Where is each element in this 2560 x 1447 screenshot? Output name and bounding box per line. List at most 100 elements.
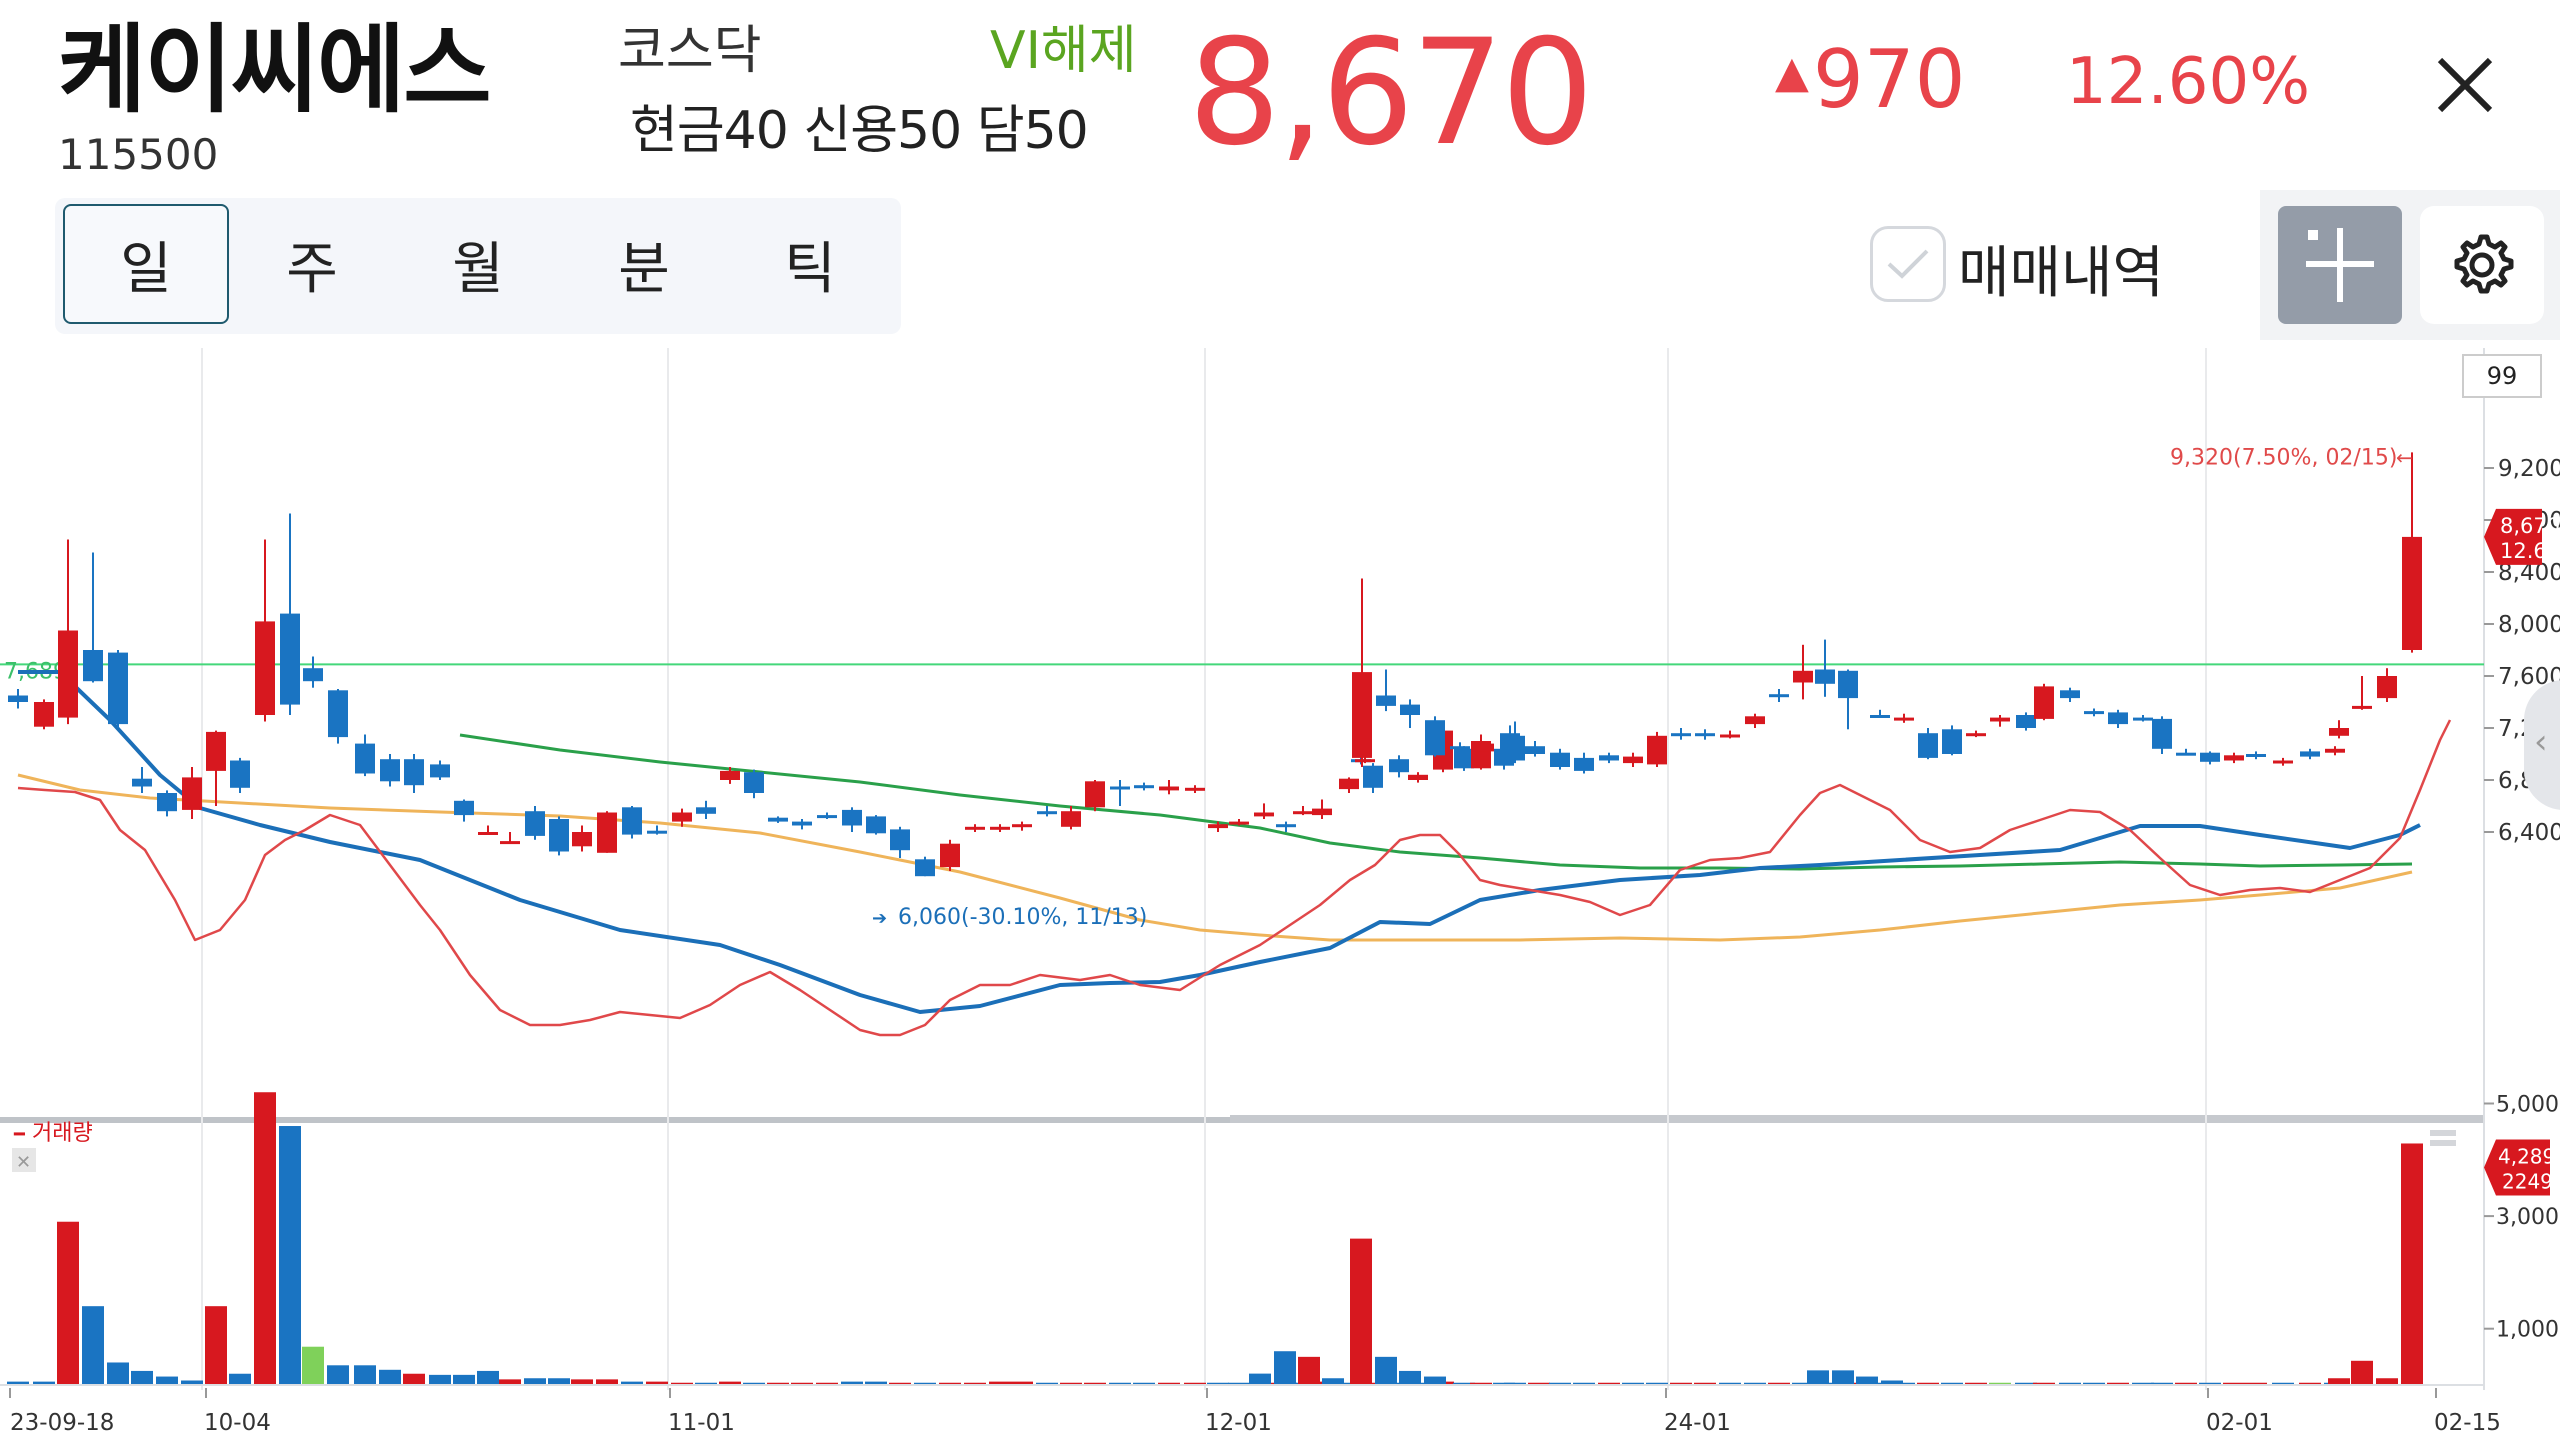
volume-bar [719, 1381, 741, 1385]
volume-bar [646, 1381, 668, 1385]
candle-body [1110, 786, 1130, 790]
indicator-count-box[interactable]: 99 [2462, 354, 2542, 398]
candle-body [1769, 694, 1789, 698]
candle-body [1293, 811, 1313, 815]
volume-bar [1622, 1382, 1644, 1385]
volume-bar [1228, 1382, 1250, 1385]
candle-body [597, 812, 617, 853]
volume-bar [302, 1346, 324, 1385]
candle-body [206, 731, 226, 771]
candle-body [1550, 752, 1570, 767]
gear-icon [2454, 234, 2514, 294]
volume-bar [82, 1306, 104, 1385]
volume-bar [453, 1374, 475, 1385]
volume-bar [354, 1365, 376, 1385]
candle-body [182, 777, 202, 810]
volume-bar [791, 1382, 813, 1385]
candle-body [696, 807, 716, 814]
volume-bar [2351, 1360, 2373, 1385]
volume-legend-swatch: ━ [13, 1124, 26, 1145]
volume-bar [327, 1365, 349, 1385]
volume-bar [1060, 1382, 1082, 1385]
candle-body [2034, 686, 2054, 719]
candle-body [1647, 735, 1667, 765]
trade-history-label[interactable]: 매매내역 [1958, 241, 2165, 306]
candle-body [430, 764, 450, 778]
candle-body [2060, 690, 2080, 699]
check-icon [1887, 249, 1929, 279]
candle-body [1745, 716, 1765, 725]
volume-bar [2083, 1382, 2105, 1385]
candle-body [1870, 715, 1890, 718]
volume-bar [743, 1382, 765, 1385]
candle-body [1474, 743, 1494, 752]
candle-body [1894, 717, 1914, 721]
volume-close-icon: ✕ [16, 1152, 31, 1173]
candle-body [1990, 717, 2010, 722]
candle-body [1085, 781, 1105, 808]
high-arrow-icon: ← [2396, 445, 2413, 469]
tab-week[interactable]: 주 [286, 236, 338, 302]
candle-body [230, 760, 250, 788]
scrollbar-thumb [1230, 1115, 2484, 1123]
tab-tick[interactable]: 틱 [784, 236, 836, 302]
close-button[interactable] [2420, 40, 2510, 130]
x-tick-label: 02-15 [2434, 1410, 2501, 1436]
candle-body [1623, 756, 1643, 764]
volume-current-tag-rate: 2249.73% [2502, 1169, 2560, 1193]
volume-bar [1573, 1382, 1595, 1385]
volume-bar [2175, 1382, 2197, 1385]
trade-history-checkbox[interactable] [1870, 226, 1946, 302]
candle-body [525, 811, 545, 836]
current-price-tag-rate: 12.60% [2500, 539, 2560, 563]
candle-body [1276, 824, 1296, 828]
candle-body [1037, 811, 1057, 815]
volume-bar [429, 1374, 451, 1385]
volume-tick-label: 5,000,000 [2496, 1093, 2560, 1118]
candle-body [2200, 752, 2220, 762]
tab-minute[interactable]: 분 [618, 236, 670, 302]
candle-body [58, 630, 78, 718]
tab-day[interactable]: 일 [63, 204, 229, 324]
candle-body [2377, 676, 2397, 699]
candle-body [2176, 752, 2196, 756]
volume-legend-label: 거래량 [32, 1121, 93, 1146]
candle-body [1918, 733, 1938, 758]
candle-body [2325, 748, 2345, 753]
candle-body [890, 829, 910, 851]
candle-body [1574, 757, 1594, 771]
candle-body [1695, 733, 1715, 737]
current-price-tag-price: 8,670 [2500, 514, 2560, 538]
candle-body [2273, 760, 2293, 764]
volume-bar [2107, 1382, 2129, 1385]
candle-body [108, 652, 128, 725]
crosshair-icon [2306, 228, 2374, 302]
panel-expand-handle[interactable]: ‹ [2524, 680, 2560, 810]
market-label: 코스닥 [618, 21, 762, 81]
volume-bar [1832, 1370, 1854, 1385]
volume-bar [1549, 1382, 1571, 1385]
settings-button[interactable] [2420, 206, 2544, 324]
candle-body [2352, 705, 2372, 709]
stock-name: 케이씨에스 [58, 14, 492, 126]
candle-body [2246, 754, 2266, 757]
x-tick-label: 11-01 [668, 1410, 735, 1436]
candle-body [478, 832, 498, 835]
volume-bar [1133, 1382, 1155, 1385]
volume-bar [889, 1382, 911, 1385]
tab-month[interactable]: 월 [452, 236, 504, 302]
candle-body [355, 743, 375, 774]
volume-bar [816, 1382, 838, 1385]
candle-body [1355, 759, 1375, 763]
price-chart[interactable]: 9,2008,8008,4008,0007,6007,2006,8006,400… [0, 340, 2560, 1447]
volume-bar [1528, 1382, 1550, 1385]
volume-bar [1184, 1382, 1206, 1385]
crosshair-button[interactable] [2278, 206, 2402, 324]
volume-bar [1350, 1238, 1372, 1385]
volume-bar [1338, 1382, 1360, 1385]
volume-bar [1249, 1373, 1271, 1385]
candle-body [1966, 733, 1986, 737]
volume-bar [477, 1370, 499, 1385]
vi-status: VI해제 [990, 21, 1137, 81]
resize-handle-icon [2430, 1130, 2456, 1136]
